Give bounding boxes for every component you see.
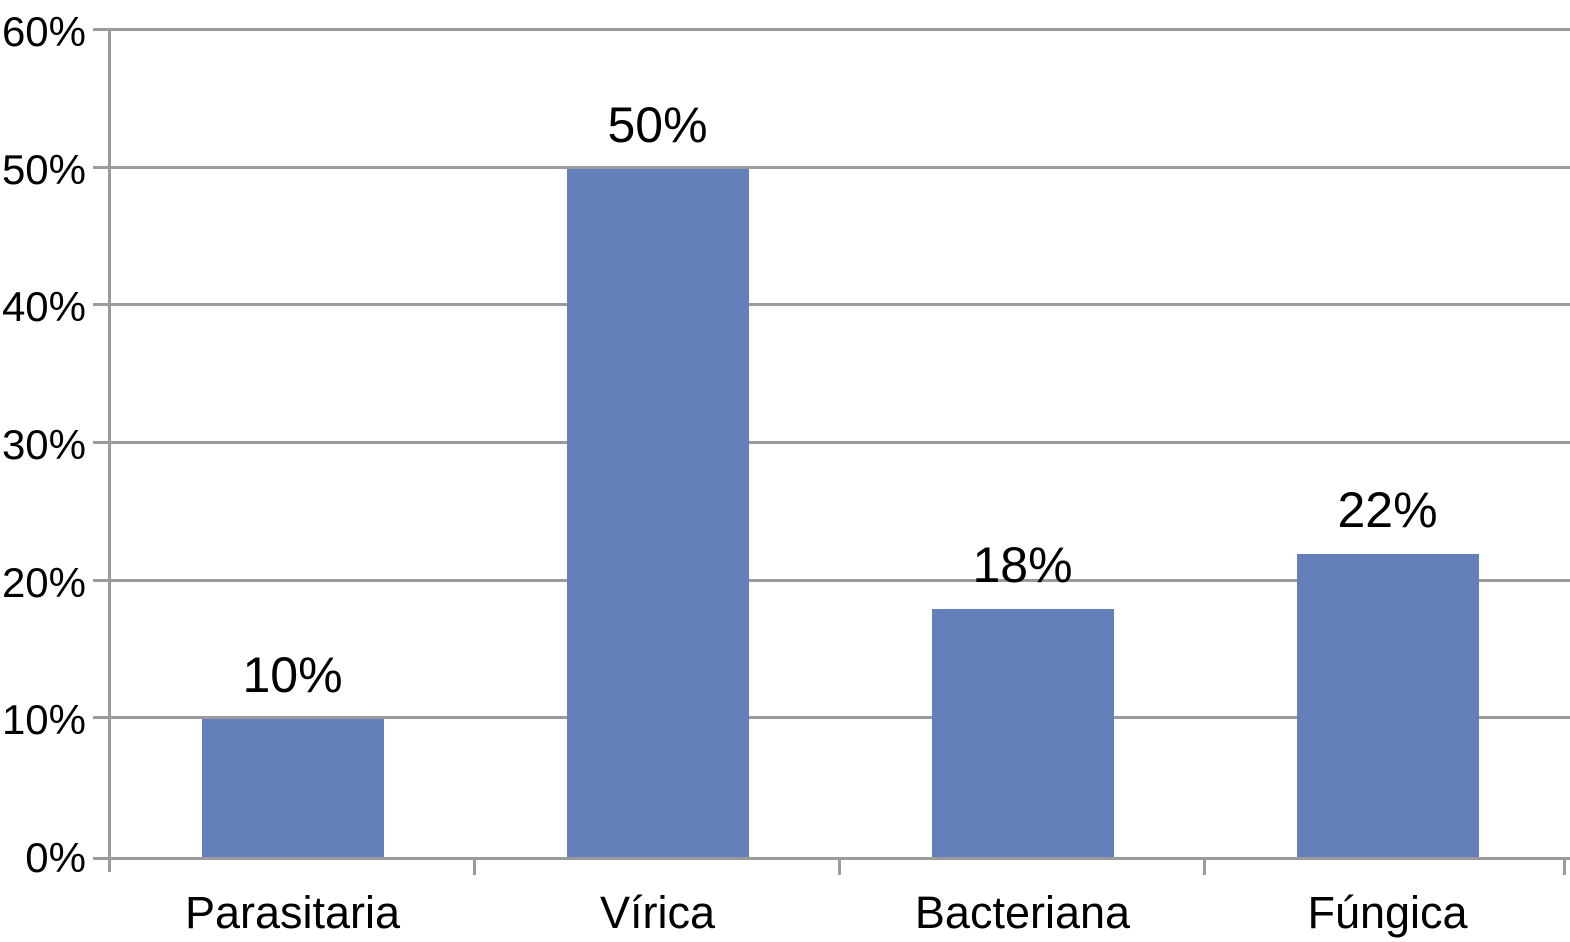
x-axis-tick xyxy=(1203,860,1206,875)
x-axis-category-label: Vírica xyxy=(599,887,716,938)
bar-parasitaria xyxy=(202,719,384,857)
y-axis-line xyxy=(108,30,111,872)
bar-value-label: 22% xyxy=(1337,482,1438,538)
x-axis-tick xyxy=(1563,860,1566,875)
x-axis-tick xyxy=(473,860,476,875)
x-axis-line xyxy=(93,857,1570,860)
bar-bacteriana xyxy=(932,609,1114,857)
bar-value-label: 50% xyxy=(607,97,708,153)
gridline xyxy=(93,579,1570,582)
bar-value-label: 18% xyxy=(972,537,1073,593)
bar-fungica xyxy=(1297,554,1479,857)
y-axis-tick-label: 10% xyxy=(1,696,86,743)
x-axis-category-label: Fúngica xyxy=(1307,887,1468,938)
y-axis-tick-label: 0% xyxy=(25,834,86,881)
y-axis-tick-label: 40% xyxy=(1,283,86,330)
gridline xyxy=(93,28,1570,31)
y-axis-tick-label: 30% xyxy=(1,421,86,468)
gridline xyxy=(93,716,1570,719)
gridline xyxy=(93,166,1570,169)
gridline xyxy=(93,303,1570,306)
x-axis-tick xyxy=(838,860,841,875)
gridline xyxy=(93,441,1570,444)
bar-virica xyxy=(567,169,749,857)
y-axis-tick-label: 20% xyxy=(1,559,86,606)
x-axis-category-label: Parasitaria xyxy=(184,887,401,938)
bar-value-label: 10% xyxy=(242,647,343,703)
x-axis-category-label: Bacteriana xyxy=(914,887,1131,938)
y-axis-tick-label: 60% xyxy=(1,8,86,55)
y-axis-tick-label: 50% xyxy=(1,146,86,193)
